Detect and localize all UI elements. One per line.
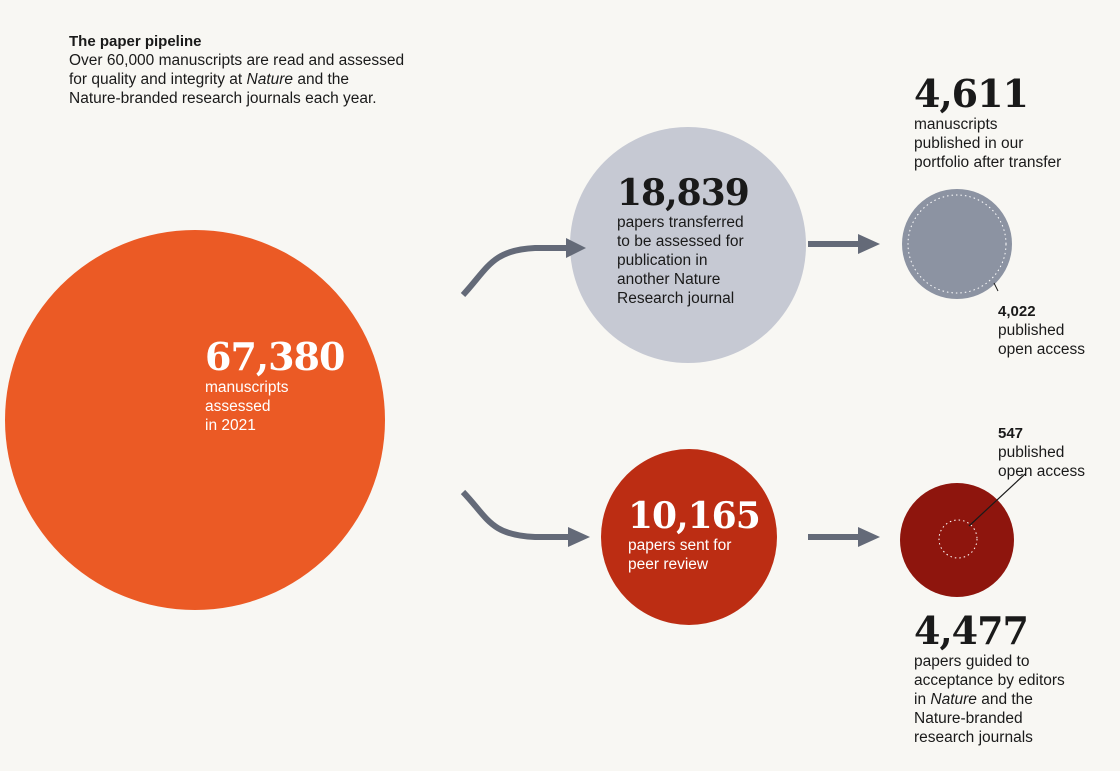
published-transfer-value: 4,611 [914, 71, 1029, 116]
text-span: Nature-branded research journals each ye… [69, 90, 377, 107]
oa-transfer-leader [993, 282, 999, 292]
transfer-open-access-label-line: published [998, 322, 1065, 339]
guided-open-access-circle [938, 519, 978, 559]
transferred-circle [570, 127, 806, 363]
published-transfer-circle [902, 189, 1012, 299]
transferred-label-line: papers transferred [617, 214, 744, 231]
oa-guided-leader [968, 473, 1026, 527]
transfer-open-access-text: 4,022 published open access [998, 303, 1085, 359]
guided-label-line: research journals [914, 728, 1065, 747]
published-transfer-label-line: manuscripts [914, 116, 998, 133]
assessed-text: 67,380 manuscripts assessed in 2021 [205, 334, 345, 435]
guided-value: 4,477 [914, 608, 1029, 653]
guided-open-access-value: 547 [998, 425, 1024, 442]
transfer-open-access-circle [907, 194, 1007, 294]
transfer-open-access-value: 4,022 [998, 303, 1036, 320]
assessed-label-line: assessed [205, 398, 271, 415]
transferred-label-line: Research journal [617, 290, 735, 307]
text-span: papers guided to [914, 653, 1030, 670]
guided-label-line: Nature-branded [914, 709, 1065, 728]
text-span: Over 60,000 manuscripts are read and ass… [69, 52, 405, 69]
guided-label-line: papers guided to [914, 652, 1065, 671]
transferred-label-line: publication in [617, 252, 708, 269]
guided-label-line: in Nature and the [914, 690, 1065, 709]
peer-review-value: 10,165 [628, 495, 761, 537]
guided-open-access-text: 547 published open access [998, 425, 1085, 481]
guided-circle [900, 483, 1014, 597]
published-transfer-text: 4,611 manuscripts published in our portf… [914, 73, 1061, 172]
peer-review-label-line: papers sent for [628, 537, 732, 554]
description-line: Over 60,000 manuscripts are read and ass… [69, 51, 509, 70]
text-span: in [914, 691, 931, 708]
text-span: acceptance by editors [914, 672, 1065, 689]
guided-open-access-label-line: open access [998, 463, 1086, 480]
assessed-label-line: manuscripts [205, 379, 289, 396]
transferred-label-line: to be assessed for [617, 233, 744, 250]
text-span: and the [976, 691, 1033, 708]
guided-text: 4,477 papers guided to acceptance by edi… [914, 610, 1065, 747]
assessed-value: 67,380 [205, 334, 345, 379]
description-line: Nature-branded research journals each ye… [69, 89, 509, 108]
guided-label-line: acceptance by editors [914, 671, 1065, 690]
description-line: for quality and integrity at Nature and … [69, 70, 509, 89]
peer-review-circle [601, 449, 777, 625]
text-span: for quality and integrity at [69, 71, 247, 88]
guided-open-access-label-line: published [998, 444, 1065, 461]
text-span: Nature-branded [914, 710, 1023, 727]
page-title: The paper pipeline [69, 33, 202, 50]
transfer-open-access-label-line: open access [998, 341, 1086, 358]
published-transfer-label-line: portfolio after transfer [914, 154, 1062, 171]
arrowhead-to-published-transfer [858, 234, 880, 254]
arrowhead-to-guided [858, 527, 880, 547]
italic-span: Nature [246, 71, 294, 88]
arrowhead-to-peer-review [568, 527, 590, 547]
header: The paper pipeline Over 60,000 manuscrip… [69, 33, 509, 108]
assessed-circle [5, 230, 385, 610]
assessed-label-line: in 2021 [205, 417, 256, 434]
transferred-value: 18,839 [617, 172, 750, 214]
arrowhead-to-transferred [566, 238, 586, 258]
arrow-to-peer-review [460, 489, 572, 540]
header-description: Over 60,000 manuscripts are read and ass… [69, 51, 509, 108]
transferred-text: 18,839 papers transferred to be assessed… [617, 172, 750, 308]
peer-review-text: 10,165 papers sent for peer review [628, 495, 761, 574]
italic-span: Nature [930, 691, 977, 708]
text-span: and the [293, 71, 350, 88]
peer-review-label-line: peer review [628, 556, 709, 573]
transferred-label-line: another Nature [617, 271, 721, 288]
text-span: research journals [914, 729, 1033, 746]
published-transfer-label-line: published in our [914, 135, 1024, 152]
arrow-to-transferred [460, 245, 570, 298]
